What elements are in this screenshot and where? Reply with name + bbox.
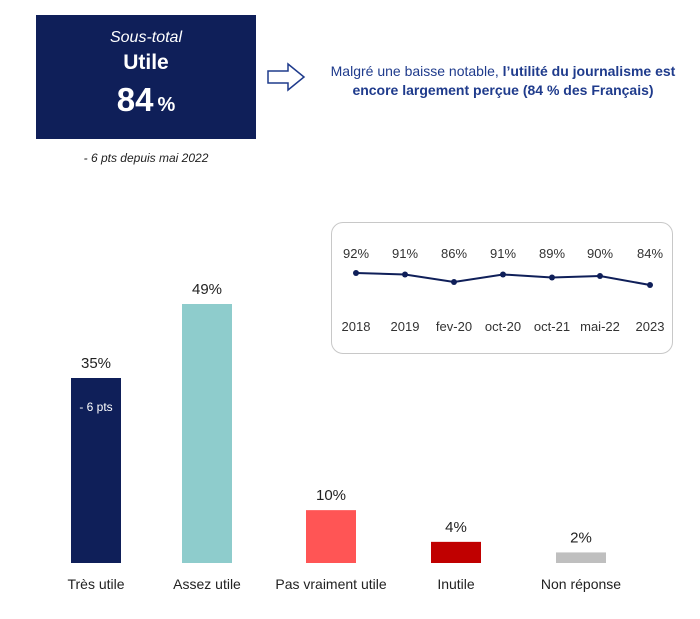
trend-point-6 [597, 273, 603, 279]
trend-category-label-2: 2019 [391, 319, 420, 334]
trend-value-label-3: 86% [441, 246, 467, 261]
bar-category-label-1: Très utile [67, 576, 124, 592]
arrow-right-icon [267, 62, 306, 92]
subtotal-change-note: - 6 pts depuis mai 2022 [83, 151, 209, 165]
trend-value-label-5: 89% [539, 246, 565, 261]
bar-annotation-1: - 6 pts [79, 400, 112, 414]
trend-point-1 [353, 270, 359, 276]
trend-category-label-5: oct-21 [534, 319, 570, 334]
trend-category-label-4: oct-20 [485, 319, 521, 334]
bar-category-label-5: Non réponse [541, 576, 621, 592]
trend-point-2 [402, 271, 408, 278]
trend-category-label-3: fev-20 [436, 319, 472, 334]
trend-point-3 [451, 279, 457, 285]
bar-2 [182, 304, 232, 563]
bar-category-label-3: Pas vraiment utile [275, 576, 386, 592]
subtotal-unit: % [157, 94, 176, 116]
bar-value-label-2: 49% [192, 281, 222, 298]
trend-point-4 [500, 271, 506, 278]
subtotal-box: Sous-total Utile 84% [36, 15, 256, 139]
statement-highlight: l’utilité du journalisme est encore larg… [352, 63, 676, 98]
trend-point-7 [647, 282, 653, 288]
trend-category-label-7: 2023 [636, 319, 665, 334]
subtotal-value: 84 [116, 81, 154, 118]
trend-category-label-1: 2018 [342, 319, 371, 334]
subtotal-name: Utile [123, 51, 169, 74]
bar-category-label-2: Assez utile [173, 576, 241, 592]
subtotal-value-wrap: 84% [36, 81, 256, 119]
bar-value-label-5: 2% [570, 529, 592, 546]
bar-value-label-4: 4% [445, 519, 467, 536]
bar-4 [431, 541, 481, 563]
trend-value-label-4: 91% [490, 246, 516, 261]
bar-value-label-3: 10% [316, 487, 346, 504]
bar-category-label-4: Inutile [437, 576, 475, 592]
subtotal-label: Sous-total [109, 29, 183, 46]
trend-chart-box: 92% 2018 91% 2019 86% fev-20 91% oct-20 89% oct-2… [331, 222, 673, 354]
trend-category-label-6: mai-22 [580, 319, 620, 334]
statement-text: Malgré une baisse notable, [330, 63, 503, 79]
bar-5 [556, 552, 606, 563]
trend-point-5 [549, 274, 555, 281]
key-statement: Malgré une baisse notable, l’utilité du … [318, 62, 688, 100]
trend-value-label-1: 92% [343, 246, 369, 261]
bar-3 [306, 510, 356, 563]
bar-1 [71, 378, 121, 563]
trend-line-chart: 92% 2018 91% 2019 86% fev-20 91% oct-20 89% oct-2… [342, 246, 665, 334]
trend-value-label-6: 90% [587, 246, 613, 261]
bar-value-label-1: 35% [81, 355, 111, 372]
trend-value-label-2: 91% [392, 246, 418, 261]
trend-value-label-7: 84% [637, 246, 663, 261]
